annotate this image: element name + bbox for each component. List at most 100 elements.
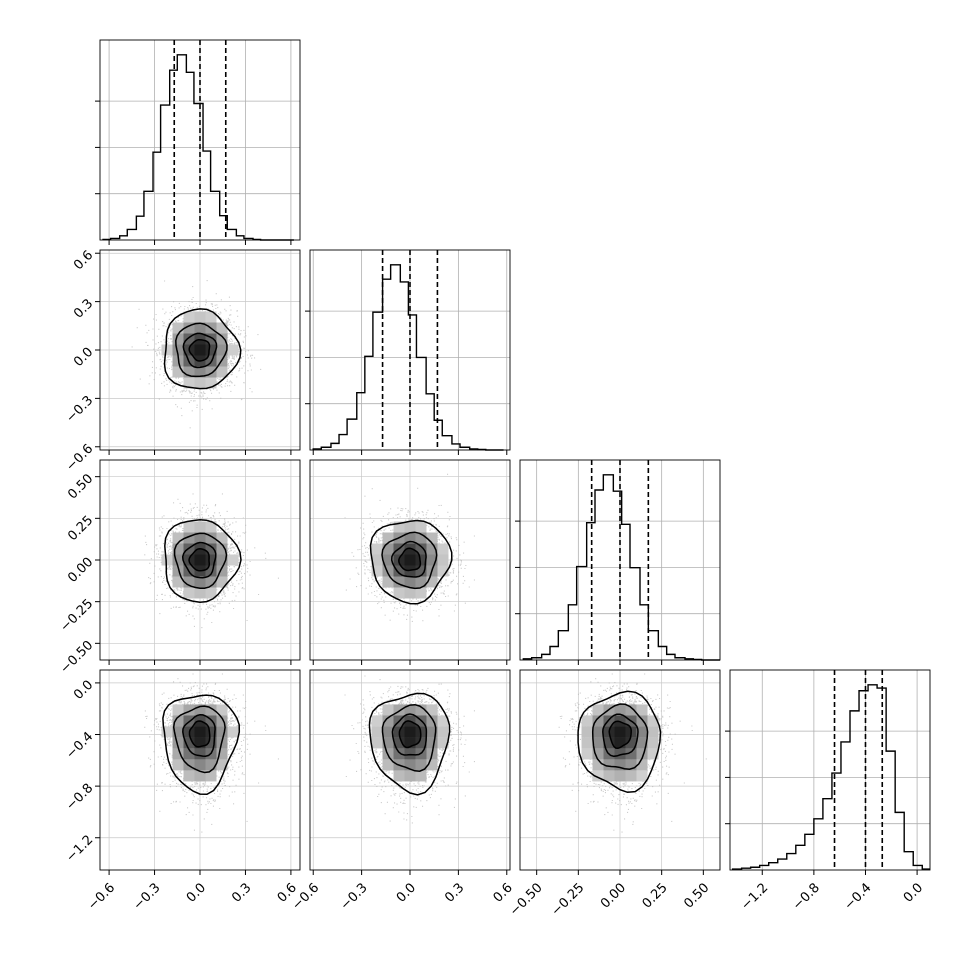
density-cell [415, 737, 427, 749]
density-cell [603, 737, 615, 749]
density-cell [625, 748, 637, 760]
density-cell [183, 770, 195, 782]
density-cell [194, 532, 206, 544]
density-cell [216, 759, 228, 771]
scatter-panel-2-1 [99, 249, 301, 451]
density-cell [647, 737, 659, 749]
density-cell [614, 748, 626, 760]
density-cell [183, 576, 195, 588]
density-cell [216, 704, 228, 716]
density-cell [393, 521, 405, 533]
density-cell [172, 554, 184, 566]
density-cell [205, 726, 217, 738]
contour-line [173, 532, 228, 589]
density-cell [161, 344, 173, 356]
density-cell [382, 543, 394, 555]
density-cell [183, 737, 195, 749]
x-tick-label: −0.8 [790, 880, 823, 913]
x-tick-label: −1.2 [738, 880, 771, 913]
density-cell [172, 366, 184, 378]
contour-line [608, 720, 632, 750]
density-cell [205, 576, 217, 588]
density-cell [404, 576, 416, 588]
density-cell [603, 759, 615, 771]
density-cell [382, 554, 394, 566]
density-cell [625, 759, 637, 771]
density-cell [426, 737, 438, 749]
density-cell [205, 770, 217, 782]
density-cell [216, 344, 228, 356]
contour-line [577, 690, 662, 794]
histogram-panel-2 [305, 249, 511, 451]
density-cell [581, 715, 593, 727]
density-cell [581, 737, 593, 749]
histogram-step [522, 474, 720, 661]
density-cell [636, 715, 648, 727]
density-cell [205, 565, 217, 577]
density-cell [183, 377, 195, 389]
density-cell [216, 532, 228, 544]
density-cell [415, 532, 427, 544]
density-cell [205, 737, 217, 749]
x-tick-label: 0.6 [491, 880, 516, 905]
y-tick-label: 0.3 [71, 296, 96, 321]
density-cell [205, 532, 217, 544]
density-cell [647, 748, 659, 760]
density-cell [393, 770, 405, 782]
contour-line [381, 703, 437, 772]
density-cell [404, 587, 416, 599]
contour-line [602, 713, 639, 758]
density-cell [426, 554, 438, 566]
density-cell [404, 759, 416, 771]
density-cell [581, 748, 593, 760]
y-tick-label: −0.50 [58, 638, 97, 677]
density-cell [592, 770, 604, 782]
density-cell [216, 576, 228, 588]
density-cell [183, 521, 195, 533]
scatter-panel-3-1 [99, 459, 301, 661]
contour-line [188, 720, 211, 748]
y-tick-label: 0.0 [71, 345, 96, 370]
density-cell [194, 377, 206, 389]
density-cell [426, 715, 438, 727]
density-cell [194, 748, 206, 760]
density-cell [371, 565, 383, 577]
density-cell [603, 715, 615, 727]
contour-line [182, 332, 218, 369]
x-tick-label: 0.3 [229, 880, 254, 905]
density-cell [216, 554, 228, 566]
density-cell [437, 726, 449, 738]
density-cell [404, 770, 416, 782]
density-cell [216, 543, 228, 555]
contour-line [368, 692, 451, 796]
density-cell [415, 554, 427, 566]
density-cell [227, 554, 239, 566]
density-cell [592, 759, 604, 771]
density-cell [183, 715, 195, 727]
density-cell [415, 759, 427, 771]
y-tick-label: −0.3 [63, 393, 96, 426]
density-cell [636, 748, 648, 760]
density-cell [216, 322, 228, 334]
density-cell [415, 521, 427, 533]
density-cell [172, 726, 184, 738]
density-cell [172, 565, 184, 577]
x-tick-label: 0.0 [184, 880, 209, 905]
density-cell [614, 770, 626, 782]
density-cell [393, 704, 405, 716]
density-cell [227, 726, 239, 738]
density-cell [172, 576, 184, 588]
density-cell [172, 322, 184, 334]
density-cell [216, 748, 228, 760]
density-cell [636, 726, 648, 738]
density-cell [426, 532, 438, 544]
density-cell [172, 543, 184, 555]
y-tick-label: −1.2 [63, 832, 96, 865]
density-cell [592, 726, 604, 738]
scatter-panel-4-3 [519, 669, 721, 871]
histogram-panel-3 [515, 459, 721, 661]
contour-line [591, 703, 649, 770]
density-cell [161, 554, 173, 566]
density-cell [205, 704, 217, 716]
